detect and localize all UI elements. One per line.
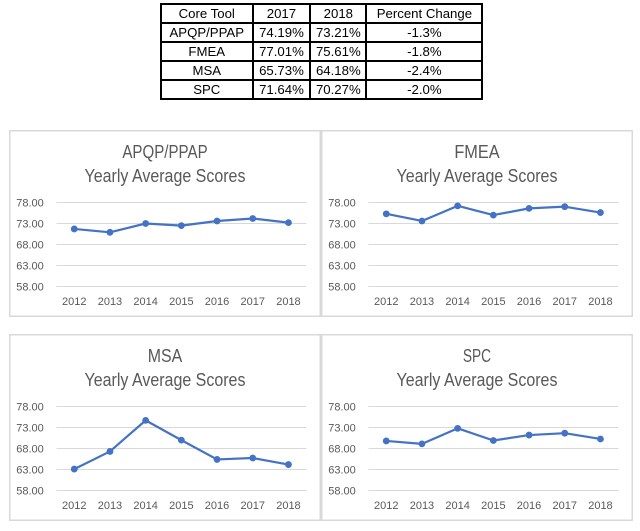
svg-text:2013: 2013 (410, 500, 434, 512)
svg-text:2014: 2014 (133, 500, 157, 512)
svg-text:73.00: 73.00 (16, 218, 44, 230)
svg-text:68.00: 68.00 (16, 239, 44, 251)
svg-text:FMEA: FMEA (454, 142, 499, 162)
svg-text:SPC: SPC (463, 346, 491, 366)
svg-text:2018: 2018 (588, 296, 612, 308)
svg-text:2018: 2018 (276, 500, 300, 512)
svg-text:2014: 2014 (133, 296, 157, 308)
svg-text:Yearly Average Scores: Yearly Average Scores (85, 166, 246, 186)
svg-text:2012: 2012 (374, 296, 398, 308)
svg-text:2015: 2015 (169, 500, 193, 512)
svg-text:2018: 2018 (588, 500, 612, 512)
svg-text:73.00: 73.00 (328, 218, 356, 230)
svg-text:68.00: 68.00 (328, 443, 356, 455)
svg-text:2016: 2016 (205, 296, 229, 308)
svg-text:2013: 2013 (98, 500, 122, 512)
svg-text:2017: 2017 (241, 500, 265, 512)
svg-text:2013: 2013 (410, 296, 434, 308)
svg-text:58.00: 58.00 (328, 485, 356, 497)
svg-text:58.00: 58.00 (16, 485, 44, 497)
svg-text:2012: 2012 (374, 500, 398, 512)
svg-text:63.00: 63.00 (16, 260, 44, 272)
svg-text:63.00: 63.00 (328, 260, 356, 272)
svg-text:2015: 2015 (481, 500, 505, 512)
svg-text:2016: 2016 (205, 500, 229, 512)
svg-text:APQP/PPAP: APQP/PPAP (122, 142, 207, 162)
svg-text:2017: 2017 (241, 296, 265, 308)
svg-text:2014: 2014 (445, 500, 469, 512)
svg-text:2015: 2015 (169, 296, 193, 308)
svg-text:Yearly Average Scores: Yearly Average Scores (85, 370, 246, 390)
svg-text:2014: 2014 (445, 296, 469, 308)
svg-text:2017: 2017 (553, 296, 577, 308)
svg-text:68.00: 68.00 (328, 239, 356, 251)
svg-text:78.00: 78.00 (16, 197, 44, 209)
svg-text:73.00: 73.00 (16, 422, 44, 434)
svg-text:2012: 2012 (62, 500, 86, 512)
svg-text:63.00: 63.00 (328, 464, 356, 476)
svg-text:78.00: 78.00 (328, 401, 356, 413)
svg-text:2017: 2017 (553, 500, 577, 512)
svg-text:2015: 2015 (481, 296, 505, 308)
svg-text:MSA: MSA (148, 346, 183, 366)
svg-text:58.00: 58.00 (16, 281, 44, 293)
svg-text:68.00: 68.00 (16, 443, 44, 455)
svg-text:2012: 2012 (62, 296, 86, 308)
svg-text:78.00: 78.00 (16, 401, 44, 413)
svg-text:63.00: 63.00 (16, 464, 44, 476)
svg-text:2013: 2013 (98, 296, 122, 308)
svg-text:73.00: 73.00 (328, 422, 356, 434)
svg-text:Yearly Average Scores: Yearly Average Scores (397, 166, 558, 186)
svg-text:Yearly Average Scores: Yearly Average Scores (397, 370, 558, 390)
svg-text:2018: 2018 (276, 296, 300, 308)
svg-text:2016: 2016 (517, 500, 541, 512)
svg-text:2016: 2016 (517, 296, 541, 308)
svg-text:58.00: 58.00 (328, 281, 356, 293)
svg-text:78.00: 78.00 (328, 197, 356, 209)
